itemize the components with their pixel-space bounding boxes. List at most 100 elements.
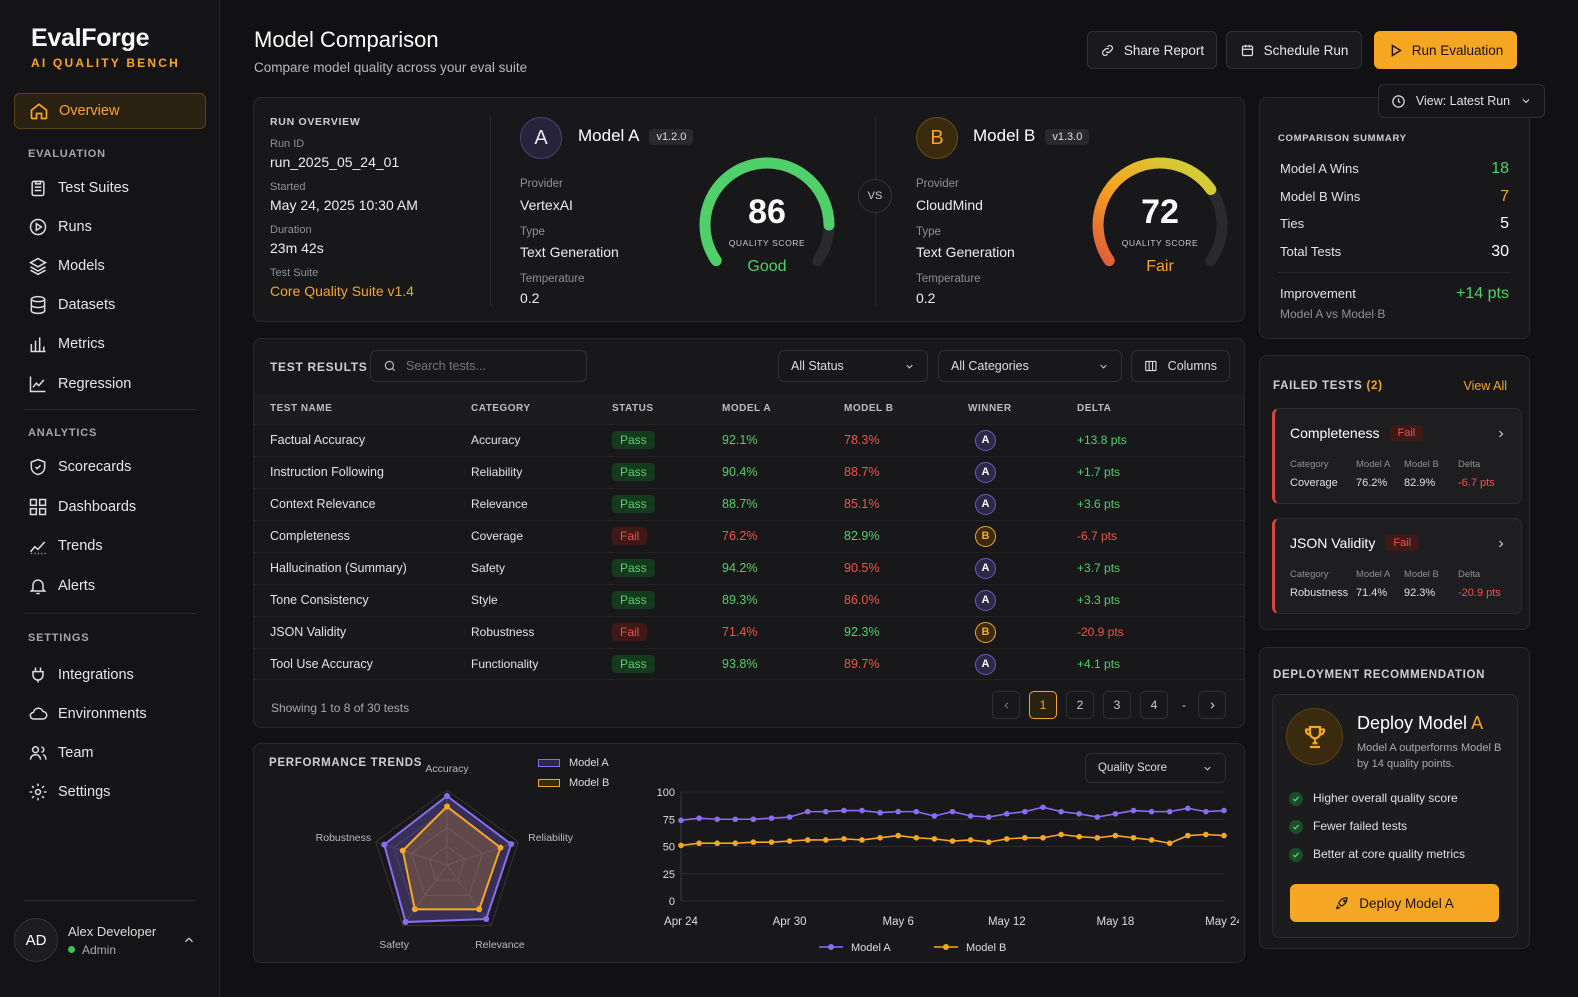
radar-legend-b: Model B — [538, 777, 609, 789]
user-profile[interactable]: AD Alex Developer Admin — [14, 912, 206, 968]
failed-test-card[interactable]: JSON Validity Fail Category Model A Model B D… — [1272, 518, 1522, 614]
pagination-next[interactable] — [1198, 691, 1226, 719]
search-input[interactable] — [406, 359, 566, 373]
sidebar-item-team[interactable]: Team — [14, 735, 206, 771]
online-status-dot — [68, 946, 75, 953]
table-row[interactable]: Hallucination (Summary) Safety Pass 94.2% 90… — [254, 551, 1244, 584]
sidebar-item-label: Environments — [58, 706, 147, 722]
chevron-down-icon — [1204, 766, 1211, 771]
brand[interactable]: EvalForge AI QUALITY BENCH — [31, 24, 180, 70]
line-legend-label: Model A — [851, 942, 891, 954]
pagination-page-4[interactable]: 4 — [1140, 691, 1168, 719]
line-point — [859, 807, 865, 814]
deploy-model-a-button[interactable]: Deploy Model A — [1290, 884, 1499, 922]
cell-status: Pass — [612, 487, 722, 520]
table-row[interactable]: Factual Accuracy Accuracy Pass 92.1% 78.3% A +… — [254, 423, 1244, 456]
sidebar-item-models[interactable]: Models — [14, 248, 206, 284]
model-b-type: Text Generation — [916, 244, 1015, 260]
line-point — [696, 815, 702, 821]
failed-test-card[interactable]: Completeness Fail Category Model A Model B De… — [1272, 408, 1522, 504]
line-point — [1040, 804, 1046, 811]
page-subtitle: Compare model quality across your eval s… — [254, 60, 528, 75]
view-all-link[interactable]: View All — [1463, 379, 1507, 393]
sidebar-item-test-suites[interactable]: Test Suites — [14, 170, 206, 206]
y-tick-label: 0 — [669, 896, 675, 908]
pagination-prev[interactable] — [992, 691, 1020, 719]
cell-test-name: Instruction Following — [254, 455, 471, 488]
run-evaluation-button[interactable]: Run Evaluation — [1374, 31, 1517, 69]
col-delta[interactable]: DELTA — [1077, 393, 1244, 424]
col-test-name[interactable]: TEST NAME — [254, 393, 471, 424]
sidebar-item-dashboards[interactable]: Dashboards — [14, 489, 206, 525]
share-report-label: Share Report — [1123, 42, 1205, 58]
sidebar-item-label: Trends — [58, 538, 103, 554]
pagination-page-1[interactable]: 1 — [1029, 691, 1057, 719]
line-point — [678, 842, 684, 849]
search-box[interactable] — [370, 350, 587, 382]
deploy-title: DEPLOYMENT RECOMMENDATION — [1273, 669, 1486, 681]
col-model-b[interactable]: MODEL B — [844, 393, 968, 424]
cell-category: Relevance — [471, 487, 612, 520]
cell-category: Style — [471, 583, 612, 616]
sidebar-item-alerts[interactable]: Alerts — [14, 568, 206, 604]
table-row[interactable]: Tone Consistency Style Pass 89.3% 86.0% A +3.3… — [254, 583, 1244, 616]
chevron-right-icon[interactable] — [1495, 428, 1507, 440]
model-b-temp-label: Temperature — [916, 273, 981, 285]
cell-model-b: 78.3% — [844, 423, 968, 456]
sidebar-item-datasets[interactable]: Datasets — [14, 287, 206, 323]
radar-grid — [375, 789, 519, 927]
table-row[interactable]: JSON Validity Robustness Fail 71.4% 92.3% B -2… — [254, 615, 1244, 648]
gauge-fill — [1092, 157, 1217, 267]
col-status[interactable]: STATUS — [612, 393, 722, 424]
run-id-label: Run ID — [270, 138, 305, 150]
sidebar-item-metrics[interactable]: Metrics — [14, 326, 206, 362]
line-point — [841, 836, 847, 842]
calendar-icon — [1241, 44, 1253, 56]
radar-point — [399, 847, 406, 854]
category-filter[interactable]: All Categories — [938, 350, 1122, 382]
sidebar-item-trends[interactable]: Trends — [14, 528, 206, 564]
run-duration: 23m 42s — [270, 240, 324, 256]
metric-select[interactable]: Quality Score — [1085, 753, 1226, 783]
cell-winner: A — [968, 487, 1077, 520]
col-category[interactable]: CATEGORY — [471, 393, 612, 424]
y-tick-label: 75 — [663, 814, 675, 826]
total-value: 30 — [1491, 243, 1509, 260]
failed-model-a: 71.4% — [1356, 587, 1388, 599]
table-row[interactable]: Tool Use Accuracy Functionality Pass 93.8% 8… — [254, 647, 1244, 680]
sidebar-item-scorecards[interactable]: Scorecards — [14, 449, 206, 485]
sidebar-item-settings[interactable]: Settings — [14, 774, 206, 810]
y-tick-label: 25 — [663, 869, 675, 881]
sidebar-item-regression[interactable]: Regression — [14, 366, 206, 402]
failed-label-model-a: Model A — [1356, 459, 1391, 470]
sidebar-item-integrations[interactable]: Integrations — [14, 657, 206, 693]
sidebar-item-environments[interactable]: Environments — [14, 696, 206, 732]
pagination-page-2[interactable]: 2 — [1066, 691, 1094, 719]
status-badge: Pass — [612, 431, 655, 449]
brand-tagline: AI QUALITY BENCH — [31, 56, 180, 70]
table-row[interactable]: Context Relevance Relevance Pass 88.7% 85.1%… — [254, 487, 1244, 520]
chevron-up-icon[interactable] — [182, 933, 196, 947]
pagination-page-3[interactable]: 3 — [1103, 691, 1131, 719]
view-select[interactable]: View: Latest Run — [1378, 84, 1545, 118]
status-filter[interactable]: All Status — [778, 350, 928, 382]
table-row[interactable]: Completeness Coverage Fail 76.2% 82.9% B -6.7 … — [254, 519, 1244, 552]
col-winner[interactable]: WINNER — [968, 393, 1077, 424]
columns-button[interactable]: Columns — [1131, 350, 1230, 382]
cell-status: Fail — [612, 519, 722, 552]
sidebar-item-label: Settings — [58, 784, 111, 800]
radar-point — [402, 919, 409, 926]
col-model-a[interactable]: MODEL A — [722, 393, 844, 424]
chevron-right-icon[interactable] — [1495, 538, 1507, 550]
share-report-button[interactable]: Share Report — [1087, 31, 1217, 69]
run-suite-link[interactable]: Core Quality Suite v1.4 — [270, 283, 414, 299]
line-point — [786, 838, 793, 844]
sidebar-item-overview[interactable]: Overview — [14, 93, 206, 129]
sidebar-item-runs[interactable]: Runs — [14, 209, 206, 245]
radar-point — [476, 906, 483, 913]
deploy-inner: Deploy Model A Model A outperforms Model… — [1272, 694, 1518, 938]
columns-icon — [1145, 360, 1157, 372]
schedule-run-button[interactable]: Schedule Run — [1226, 31, 1362, 69]
cell-winner: A — [968, 647, 1077, 680]
table-row[interactable]: Instruction Following Reliability Pass 90.4… — [254, 455, 1244, 488]
